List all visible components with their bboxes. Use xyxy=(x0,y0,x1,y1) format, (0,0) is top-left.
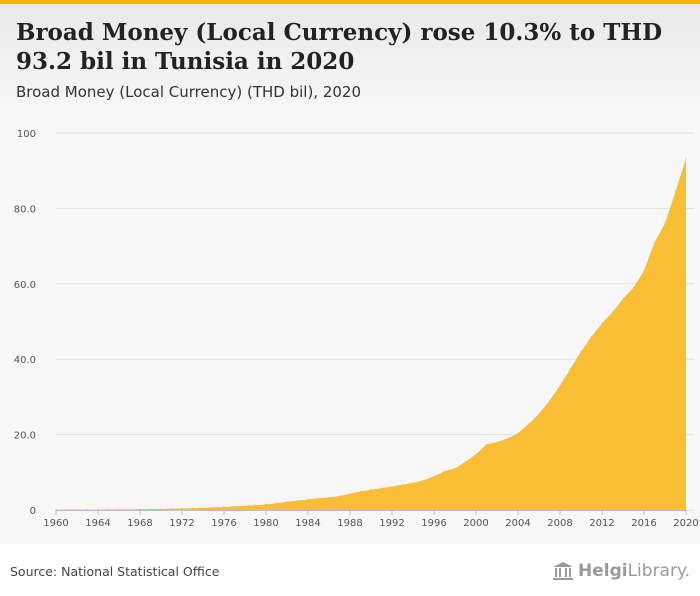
data-point xyxy=(643,270,645,272)
data-point xyxy=(317,497,320,499)
data-point xyxy=(296,499,299,502)
x-tick-label: 2004 xyxy=(505,518,530,529)
data-point xyxy=(349,493,351,495)
data-point xyxy=(244,505,246,507)
x-tick-label: 2012 xyxy=(589,518,614,529)
x-tick-label: 1992 xyxy=(379,518,404,529)
data-point xyxy=(548,400,551,402)
x-tick-label: 2016 xyxy=(631,518,656,529)
y-tick-label: 20.0 xyxy=(14,431,36,442)
y-tick-label: 0 xyxy=(30,506,36,517)
data-point xyxy=(590,335,593,338)
y-tick-label: 80.0 xyxy=(14,204,36,215)
library-columns-icon xyxy=(552,562,573,580)
data-point xyxy=(254,504,257,506)
data-point xyxy=(128,508,131,510)
data-point xyxy=(223,506,225,508)
source-note: Source: National Statistical Office xyxy=(10,564,220,579)
data-point xyxy=(664,222,666,225)
x-tick-label: 2020 xyxy=(673,518,698,529)
x-tick-label: 2000 xyxy=(463,518,488,529)
data-point xyxy=(181,507,183,510)
data-point xyxy=(464,461,467,463)
data-point xyxy=(506,438,509,440)
data-point xyxy=(76,509,78,511)
data-point xyxy=(202,507,204,509)
x-tick-label: 1960 xyxy=(43,518,68,529)
y-tick-label: 40.0 xyxy=(14,355,36,366)
series-layer xyxy=(55,158,687,511)
data-point xyxy=(496,441,498,443)
data-point xyxy=(286,501,288,503)
data-point xyxy=(653,241,656,243)
data-point xyxy=(55,509,57,511)
data-point xyxy=(569,368,572,370)
data-point xyxy=(338,495,341,497)
data-point xyxy=(485,443,488,445)
logo-brand: Helgi xyxy=(577,561,628,581)
data-point xyxy=(443,470,446,472)
data-point xyxy=(580,351,582,353)
data-point xyxy=(517,432,519,434)
data-point xyxy=(674,190,677,193)
x-tick-label: 1976 xyxy=(211,518,236,529)
data-point xyxy=(433,475,435,478)
data-point xyxy=(307,498,309,501)
data-point xyxy=(86,509,89,511)
x-tick-label: 1984 xyxy=(295,518,320,529)
data-point xyxy=(622,298,624,300)
data-point xyxy=(475,453,477,455)
area-chart: 0 20.0 40.0 60.0 80.0 100 1960 1964 1968 1972 197… xyxy=(14,129,699,529)
data-point xyxy=(118,508,120,511)
data-point xyxy=(538,413,540,415)
y-axis: 0 20.0 40.0 60.0 80.0 100 xyxy=(14,129,36,517)
data-point xyxy=(233,505,236,508)
data-point xyxy=(191,507,194,509)
data-point xyxy=(632,286,635,289)
data-point xyxy=(601,322,603,324)
data-point xyxy=(359,490,362,493)
data-point xyxy=(370,489,372,491)
data-point xyxy=(139,508,141,510)
data-point xyxy=(611,311,614,313)
x-tick-label: 1972 xyxy=(169,518,194,529)
data-point xyxy=(328,496,330,499)
data-point xyxy=(212,506,215,508)
data-point xyxy=(422,479,425,481)
data-point xyxy=(559,384,561,387)
series-area xyxy=(56,158,686,510)
data-point xyxy=(65,509,68,511)
x-tick-label: 1996 xyxy=(421,518,446,529)
data-point xyxy=(275,502,278,504)
x-axis: 1960 1964 1968 1972 1976 1980 1984 1988 1992 1996… xyxy=(43,510,699,529)
data-point xyxy=(685,158,687,160)
data-point xyxy=(160,508,162,510)
data-point xyxy=(170,508,173,510)
data-point xyxy=(401,484,404,486)
helgi-library-logo[interactable]: Helgi Library. xyxy=(552,558,690,584)
data-point xyxy=(265,503,267,505)
x-tick-label: 1988 xyxy=(337,518,362,529)
page-title: Broad Money (Local Currency) rose 10.3% … xyxy=(16,19,663,75)
data-point xyxy=(149,508,152,510)
chart-area: 0 20.0 40.0 60.0 80.0 100 1960 1964 1968 1972 197… xyxy=(0,114,700,544)
logo-suffix: Library. xyxy=(627,561,690,581)
x-tick-label: 2008 xyxy=(547,518,572,529)
data-point xyxy=(107,508,110,511)
chart-header: Broad Money (Local Currency) rose 10.3% … xyxy=(0,4,700,114)
data-point xyxy=(527,423,530,425)
y-tick-label: 100 xyxy=(17,129,36,140)
y-tick-label: 60.0 xyxy=(14,280,36,291)
data-point xyxy=(97,509,99,511)
top-accent-bar xyxy=(0,0,700,4)
data-point xyxy=(454,467,456,470)
data-point xyxy=(380,487,383,489)
chart-subtitle: Broad Money (Local Currency) (THD bil), … xyxy=(16,83,362,101)
data-point xyxy=(391,486,393,488)
data-point xyxy=(412,482,414,484)
x-tick-label: 1968 xyxy=(127,518,152,529)
chart-footer: Source: National Statistical Office Helg… xyxy=(0,544,700,596)
x-tick-label: 1964 xyxy=(85,518,110,529)
x-tick-label: 1980 xyxy=(253,518,278,529)
